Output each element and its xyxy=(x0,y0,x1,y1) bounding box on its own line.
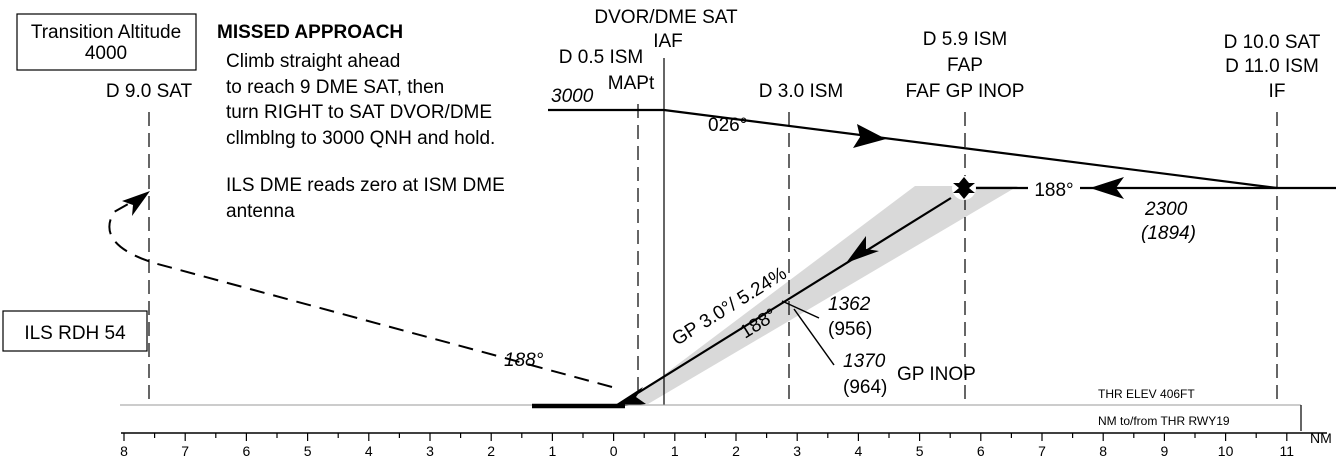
transition-altitude-box xyxy=(16,13,197,71)
altitude-1362-height: (956) xyxy=(828,319,872,340)
axis-tick-label: 4 xyxy=(855,443,863,459)
dme-note-line: antenna xyxy=(226,201,295,222)
track-188-top: 188° xyxy=(1034,180,1073,201)
fix-if-sat: D 10.0 SAT xyxy=(1224,32,1321,53)
fix-faf-gp-inop: FAF GP INOP xyxy=(906,81,1025,102)
axis-tick-label: 4 xyxy=(365,443,373,459)
missed-approach-line: cllmblng to 3000 QNH and hold. xyxy=(226,128,495,149)
fix-if-name: IF xyxy=(1269,81,1286,102)
axis-tick-label: 3 xyxy=(793,443,801,459)
altitude-2300: 2300 xyxy=(1144,199,1188,220)
altitude-1370-height: (964) xyxy=(843,377,887,398)
axis-tick-label: 8 xyxy=(120,443,128,459)
fix-iaf-navaid: DVOR/DME SAT xyxy=(594,7,738,28)
arrow-026 xyxy=(853,124,886,148)
rdh-box xyxy=(2,310,148,352)
track-026-line xyxy=(663,108,1278,190)
fix-iaf-name: IAF xyxy=(653,31,683,52)
axis-tick-label: 9 xyxy=(1161,443,1169,459)
glide-path-line xyxy=(619,197,952,405)
axis-tick-label: 0 xyxy=(610,443,618,459)
fix-d9-sat: D 9.0 SAT xyxy=(106,81,193,102)
axis-tick-label: 7 xyxy=(181,443,189,459)
fix-mapt-name: MAPt xyxy=(608,73,655,94)
altitude-1370: 1370 xyxy=(843,351,886,372)
transition-altitude-label: Transition Altitude xyxy=(31,22,181,43)
gp-inop-label: GP INOP xyxy=(897,364,976,385)
alt-1362-leader xyxy=(781,300,820,319)
arrow-missed-approach xyxy=(122,191,150,216)
fix-d3-ism: D 3.0 ISM xyxy=(759,81,843,102)
axis-tick-label: 8 xyxy=(1099,443,1107,459)
missed-approach-line: Climb straight ahead xyxy=(226,51,400,72)
axis-tick-label: 10 xyxy=(1218,443,1234,459)
missed-track-188: 188° xyxy=(504,350,544,371)
fap-symbol-icon xyxy=(952,176,976,200)
axis-tick-label: 2 xyxy=(487,443,495,459)
arrow-mapt xyxy=(612,387,646,407)
axis-tick-label: 5 xyxy=(916,443,924,459)
fix-fap-name: FAP xyxy=(947,55,983,76)
axis-tick-label: 1 xyxy=(671,443,679,459)
missed-approach-line: turn RIGHT to SAT DVOR/DME xyxy=(226,102,492,123)
fix-mapt-distance: D 0.5 ISM xyxy=(559,47,643,68)
altitude-1362: 1362 xyxy=(828,294,871,315)
axis-tick-label: 7 xyxy=(1038,443,1046,459)
axis-tick-label: 1 xyxy=(549,443,557,459)
rdh-label: ILS RDH 54 xyxy=(24,323,126,344)
axis-tick-label: 5 xyxy=(304,443,312,459)
axis-tick-label: 6 xyxy=(243,443,251,459)
missed-approach-line: to reach 9 DME SAT, then xyxy=(226,77,444,98)
threshold-elevation: THR ELEV 406FT xyxy=(1098,387,1195,401)
distance-axis-unit: NM xyxy=(1310,430,1332,446)
axis-tick-label: 6 xyxy=(977,443,985,459)
missed-approach-title: MISSED APPROACH xyxy=(217,22,403,43)
axis-tick-label: 2 xyxy=(732,443,740,459)
altitude-3000: 3000 xyxy=(551,86,594,107)
fix-if-ism: D 11.0 ISM xyxy=(1225,56,1319,77)
distance-axis-label: NM to/from THR RWY19 xyxy=(1098,414,1230,428)
transition-altitude-value: 4000 xyxy=(85,43,127,64)
glide-path-area xyxy=(625,186,1018,404)
track-026: 026° xyxy=(708,115,747,136)
arrow-188-top xyxy=(1090,177,1124,199)
track-188-label-bg xyxy=(1028,178,1080,200)
altitude-2300-height: (1894) xyxy=(1141,223,1196,244)
axis-tick-label: 3 xyxy=(426,443,434,459)
axis-tick-label: 11 xyxy=(1280,443,1295,459)
dme-note-line: ILS DME reads zero at ISM DME xyxy=(226,175,505,196)
fix-fap-distance: D 5.9 ISM xyxy=(923,29,1007,50)
distance-axis-ticks: 8 7 6 5 4 3 2 1 0 1 2 3 4 5 6 7 8 9 10 11 xyxy=(120,433,1294,459)
alt-1370-leader xyxy=(793,308,835,366)
arrow-glide-path xyxy=(846,236,879,263)
